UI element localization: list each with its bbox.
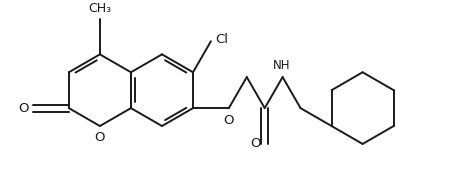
Text: O: O [224, 114, 234, 127]
Text: CH₃: CH₃ [88, 2, 111, 15]
Text: Cl: Cl [216, 33, 229, 46]
Text: O: O [18, 102, 28, 115]
Text: O: O [250, 137, 261, 150]
Text: NH: NH [273, 59, 291, 72]
Text: O: O [95, 131, 105, 144]
